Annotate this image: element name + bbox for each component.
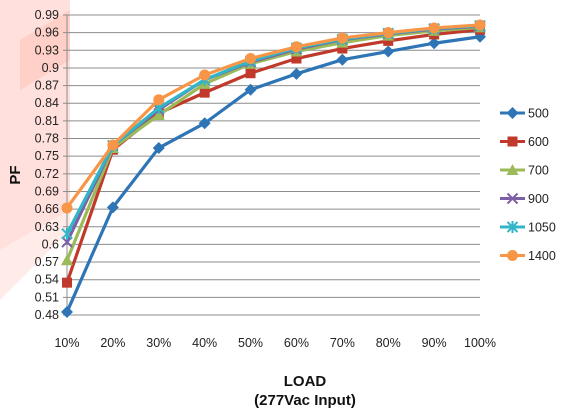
data-point xyxy=(199,87,210,98)
data-point xyxy=(506,221,519,233)
data-point xyxy=(428,37,441,50)
legend-label: 900 xyxy=(528,192,549,206)
legend: 500 600 700 900 1050 1400 xyxy=(500,107,556,263)
y-tick-label: 0.93 xyxy=(35,43,59,57)
legend-item: 500 xyxy=(500,107,549,121)
data-point xyxy=(336,32,348,44)
legend-label: 500 xyxy=(528,107,549,121)
legend-label: 700 xyxy=(528,164,549,178)
y-tick-label: 0.66 xyxy=(35,202,59,216)
x-axis-title: LOAD xyxy=(284,373,327,390)
series-line xyxy=(65,25,481,261)
series-layer xyxy=(61,19,486,319)
y-tick-label: 0.72 xyxy=(35,167,59,181)
x-tick-label: 10% xyxy=(54,336,79,350)
data-point xyxy=(474,19,486,31)
data-point xyxy=(383,35,394,46)
y-tick-label: 0.51 xyxy=(35,290,59,304)
series-1400 xyxy=(61,19,486,214)
y-tick-label: 0.6 xyxy=(42,237,59,251)
data-point xyxy=(291,53,302,64)
data-point xyxy=(506,164,519,175)
data-point xyxy=(153,94,165,106)
y-tick-label: 0.81 xyxy=(35,114,59,128)
series-line xyxy=(65,23,481,209)
y-tick-label: 0.84 xyxy=(35,96,59,110)
y-tick-label: 0.78 xyxy=(35,132,59,146)
series-500 xyxy=(61,30,486,319)
y-tick-label: 0.63 xyxy=(35,220,59,234)
data-point xyxy=(245,68,256,79)
data-point xyxy=(244,83,257,96)
data-point xyxy=(382,45,395,58)
y-tick-label: 0.75 xyxy=(35,149,59,163)
legend-item: 900 xyxy=(500,192,549,206)
data-point xyxy=(198,117,211,130)
y-tick-label: 0.48 xyxy=(35,308,59,322)
y-tick-label: 0.9 xyxy=(42,61,59,75)
x-tick-label: 30% xyxy=(146,336,171,350)
x-tick-label: 20% xyxy=(100,336,125,350)
x-tick-label: 60% xyxy=(284,336,309,350)
legend-item: 1050 xyxy=(500,221,556,235)
x-tick-label: 70% xyxy=(330,336,355,350)
y-tick-label: 0.96 xyxy=(35,26,59,40)
x-tick-label: 90% xyxy=(422,336,447,350)
data-point xyxy=(290,67,303,80)
data-point xyxy=(245,53,257,65)
x-tick-label: 40% xyxy=(192,336,217,350)
data-point xyxy=(507,250,518,261)
x-tick-label: 50% xyxy=(238,336,263,350)
x-tick-label: 80% xyxy=(376,336,401,350)
legend-item: 1400 xyxy=(500,249,556,263)
data-point xyxy=(106,201,119,214)
data-point xyxy=(199,69,211,81)
gridlines xyxy=(63,14,480,316)
y-tick-labels: 0.48 0.51 0.54 0.57 0.6 0.63 0.66 0.69 0.72 0.75 0… xyxy=(35,8,59,322)
legend-label: 1050 xyxy=(528,221,556,235)
data-point xyxy=(336,53,349,66)
data-point xyxy=(506,192,519,205)
data-point xyxy=(152,109,165,120)
data-point xyxy=(61,202,73,214)
y-tick-label: 0.54 xyxy=(35,273,59,287)
y-tick-label: 0.87 xyxy=(35,79,59,93)
data-point xyxy=(152,141,165,154)
data-point xyxy=(61,306,73,319)
legend-label: 1400 xyxy=(528,249,556,263)
legend-item: 700 xyxy=(500,164,549,178)
series-700 xyxy=(61,21,486,266)
data-point xyxy=(507,136,518,147)
y-tick-label: 0.57 xyxy=(35,255,59,269)
y-tick-label: 0.99 xyxy=(35,8,59,22)
data-point xyxy=(428,22,440,34)
y-axis-title: PF xyxy=(7,165,24,184)
data-point xyxy=(382,27,394,39)
data-point xyxy=(61,254,73,266)
data-point xyxy=(61,227,73,240)
data-point xyxy=(337,43,348,54)
legend-item: 600 xyxy=(500,135,549,149)
series-line xyxy=(65,35,481,313)
y-tick-label: 0.69 xyxy=(35,184,59,198)
legend-label: 600 xyxy=(528,135,549,149)
data-point xyxy=(62,277,72,288)
x-axis-subtitle: (277Vac Input) xyxy=(254,392,356,409)
data-point xyxy=(506,107,519,119)
data-point xyxy=(290,41,302,53)
x-tick-labels: 10% 20% 30% 40% 50% 60% 70% 80% 90% 100% xyxy=(54,336,496,350)
x-tick-label: 100% xyxy=(464,336,496,350)
data-point xyxy=(107,139,119,151)
data-point xyxy=(61,236,73,248)
